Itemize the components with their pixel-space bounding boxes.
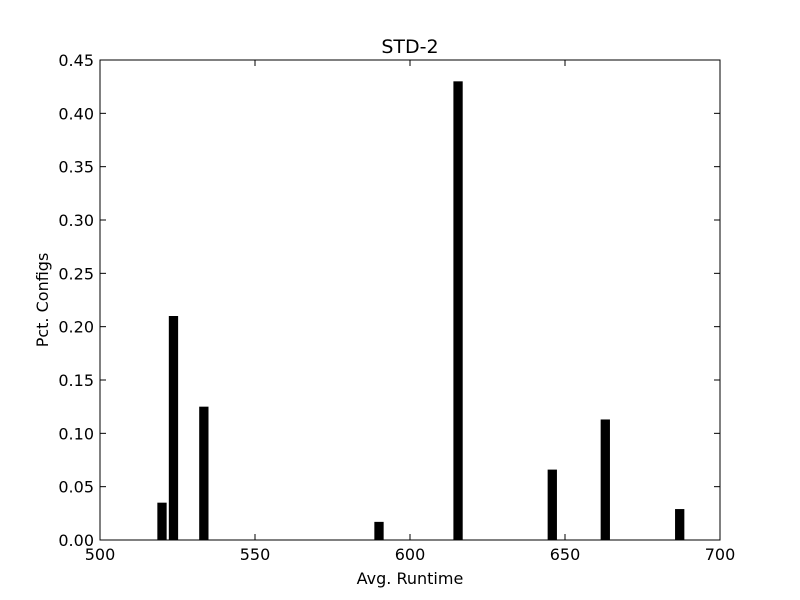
- y-tick-label-4: 0.20: [58, 318, 94, 337]
- x-axis-label: Avg. Runtime: [357, 569, 464, 588]
- chart-title: STD-2: [381, 36, 438, 58]
- y-tick-label-9: 0.45: [58, 51, 94, 70]
- bar-3: [374, 521, 384, 540]
- x-tick-label-1: 550: [240, 545, 271, 564]
- y-tick-label-1: 0.05: [58, 478, 94, 497]
- x-tick-label-2: 600: [395, 545, 426, 564]
- bar-1: [168, 316, 179, 540]
- x-tick-label-0: 500: [85, 545, 116, 564]
- y-axis-label: Pct. Configs: [33, 253, 52, 348]
- y-tick-label-5: 0.25: [58, 264, 94, 283]
- bar-7: [675, 509, 685, 540]
- bar-4: [453, 81, 463, 540]
- y-tick-label-7: 0.35: [58, 158, 94, 177]
- bar-5: [547, 469, 557, 540]
- x-tick-label-3: 650: [550, 545, 581, 564]
- y-tick-label-3: 0.15: [58, 371, 94, 390]
- bar-2: [199, 406, 209, 540]
- bar-0: [157, 502, 167, 540]
- y-tick-labels: 0.00 0.05 0.10 0.15 0.20 0.25 0.30 0.35 0.40 0.45: [58, 51, 94, 550]
- y-tick-label-2: 0.10: [58, 424, 94, 443]
- x-tick-label-4: 700: [705, 545, 736, 564]
- bars-group: [157, 81, 685, 540]
- bar-6: [600, 419, 610, 540]
- x-tick-labels: 500 550 600 650 700: [85, 545, 736, 564]
- y-tick-label-6: 0.30: [58, 211, 94, 230]
- y-tick-label-0: 0.00: [58, 531, 94, 550]
- plot-frame: [99, 59, 721, 541]
- y-tick-label-8: 0.40: [58, 104, 94, 123]
- plot-area: [99, 59, 721, 541]
